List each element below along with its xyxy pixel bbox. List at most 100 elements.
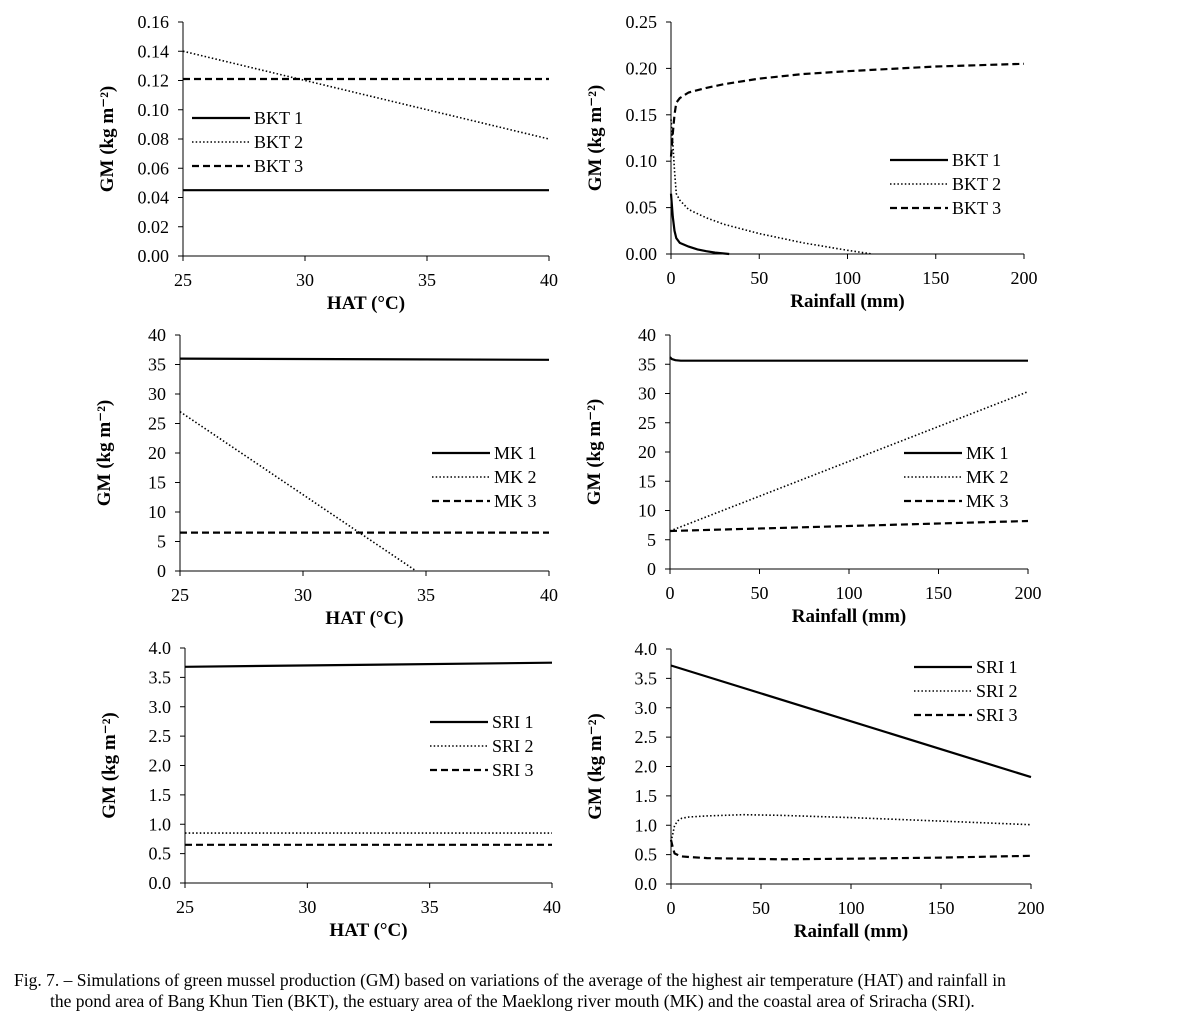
legend: MK 1 MK 2 MK 3 (432, 443, 537, 511)
y-tick-label: 3.5 (149, 667, 172, 687)
y-tick-label: 25 (638, 413, 656, 433)
legend-label: MK 3 (966, 491, 1009, 511)
legend: BKT 1 BKT 2 BKT 3 (890, 150, 1001, 218)
y-tick-label: 0.06 (138, 158, 170, 178)
legend-label: BKT 2 (254, 132, 303, 152)
x-axis-title: HAT (°C) (327, 293, 405, 314)
y-tick-label: 4.0 (635, 639, 658, 659)
x-axis-title: Rainfall (mm) (794, 921, 909, 942)
chart-panel-sri-hat: 0.0 0.5 1.0 1.5 2.0 2.5 3.0 3.5 4.0 25 30 35 40 HAT (… (99, 638, 561, 941)
y-tick-label: 0 (647, 559, 656, 579)
y-tick-label: 0.20 (626, 58, 658, 78)
legend: SRI 1 SRI 2 SRI 3 (430, 712, 534, 780)
series-line-2 (670, 119, 873, 255)
y-tick-label: 1.5 (635, 786, 658, 806)
x-axis-title: Rainfall (mm) (792, 606, 907, 627)
legend-label: SRI 3 (976, 705, 1018, 725)
series-line-2 (669, 390, 1029, 532)
y-tick-label: 1.0 (635, 815, 658, 835)
x-tick-label: 35 (417, 585, 435, 605)
series-line-2 (670, 813, 1032, 842)
x-axis-title: Rainfall (mm) (790, 291, 905, 312)
x-tick-label: 200 (1011, 268, 1038, 288)
y-tick-label: 15 (148, 473, 166, 493)
y-axis-title: GM (kg m⁻²) (94, 400, 115, 507)
x-tick-label: 100 (834, 268, 861, 288)
chart-panel-mk-hat: 0 5 10 15 20 25 30 35 40 25 30 35 40 HAT (°C) GM (kg m… (94, 325, 558, 629)
y-tick-label: 40 (638, 325, 656, 345)
legend-label: BKT 1 (254, 108, 303, 128)
y-tick-label: 2.5 (635, 727, 658, 747)
x-tick-label: 25 (171, 585, 189, 605)
y-tick-label: 0.10 (138, 100, 170, 120)
x-axis-title: HAT (°C) (325, 608, 403, 629)
x-tick-label: 30 (296, 270, 314, 290)
y-tick-label: 30 (638, 384, 656, 404)
y-tick-label: 0.16 (138, 12, 170, 32)
series-line-1 (179, 357, 550, 361)
series-line-3 (669, 62, 1025, 157)
legend: BKT 1 BKT 2 BKT 3 (192, 108, 303, 176)
legend-label: MK 1 (494, 443, 537, 463)
x-tick-label: 200 (1018, 898, 1045, 918)
y-axis-title: GM (kg m⁻²) (584, 399, 605, 506)
x-tick-label: 50 (752, 898, 770, 918)
y-tick-label: 35 (638, 354, 656, 374)
x-tick-label: 25 (174, 270, 192, 290)
series-line-1 (670, 664, 1032, 779)
series-line-2 (182, 50, 550, 140)
legend-label: SRI 2 (976, 681, 1018, 701)
y-tick-label: 4.0 (149, 638, 172, 658)
y-axis-title: GM (kg m⁻²) (585, 713, 606, 820)
caption-line-1: Fig. 7. – Simulations of green mussel pr… (14, 970, 1006, 990)
x-tick-label: 30 (298, 897, 316, 917)
x-tick-label: 0 (666, 583, 675, 603)
y-tick-label: 30 (148, 384, 166, 404)
y-tick-label: 20 (148, 443, 166, 463)
x-axis-title: HAT (°C) (329, 920, 407, 941)
x-tick-label: 150 (928, 898, 955, 918)
legend: SRI 1 SRI 2 SRI 3 (914, 657, 1018, 725)
caption-line-2: the pond area of Bang Khun Tien (BKT), t… (50, 991, 975, 1011)
y-tick-label: 0.00 (626, 244, 658, 264)
legend-label: SRI 1 (492, 712, 534, 732)
series-line-2 (179, 411, 417, 572)
y-tick-label: 2.0 (635, 757, 658, 777)
legend-label: SRI 1 (976, 657, 1018, 677)
legend-label: BKT 3 (952, 198, 1001, 218)
figure-caption: Fig. 7. – Simulations of green mussel pr… (14, 970, 1174, 1012)
legend-label: MK 2 (494, 467, 537, 487)
y-tick-label: 0.5 (149, 844, 172, 864)
y-tick-label: 1.5 (149, 785, 172, 805)
y-tick-label: 0.0 (635, 874, 658, 894)
x-tick-label: 40 (540, 585, 558, 605)
y-axis-title: GM (kg m⁻²) (585, 85, 606, 192)
y-tick-label: 10 (148, 502, 166, 522)
y-tick-label: 3.5 (635, 668, 658, 688)
y-tick-label: 0.25 (626, 12, 658, 32)
y-tick-label: 0.00 (138, 246, 170, 266)
legend-label: SRI 3 (492, 760, 534, 780)
y-tick-label: 0.05 (626, 198, 658, 218)
y-tick-label: 10 (638, 501, 656, 521)
x-tick-label: 35 (418, 270, 436, 290)
y-tick-label: 0 (157, 561, 166, 581)
y-tick-label: 20 (638, 442, 656, 462)
series-line-3 (669, 519, 1029, 533)
y-tick-label: 3.0 (149, 697, 172, 717)
y-tick-label: 0.10 (626, 151, 658, 171)
series-line-1 (669, 193, 730, 256)
chart-panel-mk-rain: 0 5 10 15 20 25 30 35 40 0 50 100 150 200 Rainfall (mm… (584, 325, 1042, 627)
y-axis-title: GM (kg m⁻²) (97, 86, 118, 193)
y-tick-label: 0.02 (138, 217, 170, 237)
series-line-1 (184, 661, 553, 668)
legend-label: BKT 2 (952, 174, 1001, 194)
y-tick-label: 5 (647, 530, 656, 550)
y-tick-label: 2.0 (149, 756, 172, 776)
x-tick-label: 40 (540, 270, 558, 290)
legend-label: BKT 1 (952, 150, 1001, 170)
x-tick-label: 150 (922, 268, 949, 288)
y-tick-label: 25 (148, 414, 166, 434)
y-tick-label: 0.08 (138, 129, 170, 149)
